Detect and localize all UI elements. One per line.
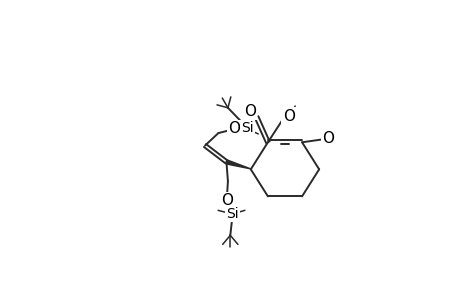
Text: O: O — [322, 131, 334, 146]
Text: O: O — [220, 193, 233, 208]
Text: O: O — [244, 103, 256, 118]
Text: O: O — [282, 109, 294, 124]
Text: Si: Si — [225, 207, 238, 221]
Text: Si: Si — [241, 121, 253, 135]
Polygon shape — [225, 160, 250, 169]
Text: O: O — [227, 121, 239, 136]
